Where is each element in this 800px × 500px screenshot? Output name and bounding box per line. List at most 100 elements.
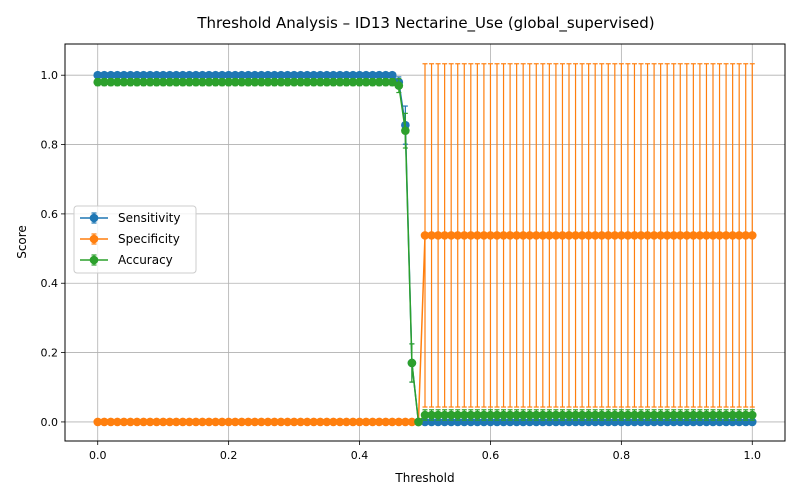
specificity-point [361, 417, 371, 427]
specificity-point [453, 231, 463, 240]
accuracy-point [538, 410, 548, 420]
accuracy-point [545, 410, 554, 420]
accuracy-point [178, 77, 188, 87]
specificity-point [407, 417, 417, 427]
specificity-point [702, 231, 711, 240]
accuracy-point [276, 77, 286, 87]
specificity-point [158, 417, 168, 427]
specificity-point [695, 231, 705, 240]
accuracy-point [374, 77, 384, 87]
specificity-point [479, 231, 489, 240]
sensitivity-point [93, 70, 103, 80]
specificity-series [93, 63, 757, 427]
accuracy-point [446, 410, 456, 420]
accuracy-point [584, 410, 593, 420]
accuracy-series [93, 77, 757, 427]
sensitivity-point [296, 70, 305, 80]
accuracy-point [250, 77, 260, 87]
sensitivity-point [276, 70, 286, 80]
accuracy-point [499, 410, 508, 420]
accuracy-point [433, 410, 443, 420]
specificity-point [374, 417, 384, 427]
accuracy-point [152, 77, 161, 87]
specificity-point [250, 417, 260, 427]
legend-accuracy-marker [89, 255, 99, 265]
sensitivity-point [217, 70, 227, 80]
accuracy-point [191, 77, 201, 87]
legend-box [73, 205, 197, 274]
specificity-point [473, 231, 482, 240]
specificity-point [734, 231, 744, 240]
specificity-point [237, 417, 247, 427]
specificity-point [106, 417, 116, 427]
plot-frame [64, 43, 786, 442]
x-tick-label: 0.6 [482, 449, 500, 462]
accuracy-point [106, 77, 116, 87]
specificity-point [433, 231, 443, 240]
accuracy-point [315, 77, 325, 87]
specificity-point [230, 417, 240, 427]
specificity-point [387, 417, 397, 427]
specificity-point [420, 231, 430, 240]
sensitivity-point [387, 70, 397, 80]
accuracy-point [741, 410, 751, 420]
y-tick-label: 0.0 [41, 416, 59, 429]
sensitivity-point [113, 70, 122, 80]
legend-sensitivity-marker [89, 213, 99, 223]
accuracy-point [139, 77, 148, 87]
specificity-point [368, 417, 377, 427]
specificity-point [643, 231, 652, 240]
legend: Sensitivity Specificity Accuracy [73, 205, 197, 274]
x-tick-label: 0.4 [351, 449, 369, 462]
sensitivity-point [99, 70, 109, 80]
specificity-point [577, 231, 587, 240]
specificity-point [551, 231, 561, 240]
sensitivity-point [263, 70, 273, 80]
specificity-point [505, 231, 515, 240]
specificity-point [270, 417, 279, 427]
specificity-point [499, 231, 508, 240]
sensitivity-point [191, 70, 201, 80]
specificity-point [597, 231, 607, 240]
specificity-point [132, 417, 142, 427]
specificity-point [571, 231, 580, 240]
specificity-point [728, 231, 737, 240]
specificity-point [394, 417, 404, 427]
accuracy-point [597, 410, 607, 420]
specificity-point [322, 417, 332, 427]
specificity-point [348, 417, 358, 427]
y-tick-label: 1.0 [41, 69, 59, 82]
accuracy-point [715, 410, 724, 420]
x-tick-label: 0.0 [89, 449, 107, 462]
specificity-point [440, 231, 449, 240]
specificity-point [466, 231, 476, 240]
specificity-point [675, 231, 685, 240]
specificity-point [617, 231, 626, 240]
specificity-point [669, 231, 679, 240]
specificity-point [492, 231, 502, 240]
accuracy-point [466, 410, 476, 420]
sensitivity-point [289, 70, 299, 80]
accuracy-point [427, 410, 436, 420]
specificity-point [636, 231, 646, 240]
accuracy-point [145, 77, 155, 87]
accuracy-point [636, 410, 646, 420]
sensitivity-point [302, 70, 312, 80]
specificity-point [302, 417, 312, 427]
specificity-point [381, 417, 391, 427]
specificity-point [165, 417, 175, 427]
accuracy-point [296, 77, 305, 87]
specificity-point [610, 231, 620, 240]
sensitivity-point [165, 70, 175, 80]
accuracy-point [675, 410, 685, 420]
specificity-point [649, 231, 659, 240]
specificity-point [747, 231, 757, 240]
accuracy-point [590, 410, 600, 420]
specificity-point [204, 417, 214, 427]
sensitivity-point [381, 70, 391, 80]
accuracy-point [695, 410, 705, 420]
sensitivity-point [171, 70, 181, 80]
accuracy-point [329, 77, 338, 87]
accuracy-point [630, 410, 639, 420]
accuracy-point [689, 410, 698, 420]
